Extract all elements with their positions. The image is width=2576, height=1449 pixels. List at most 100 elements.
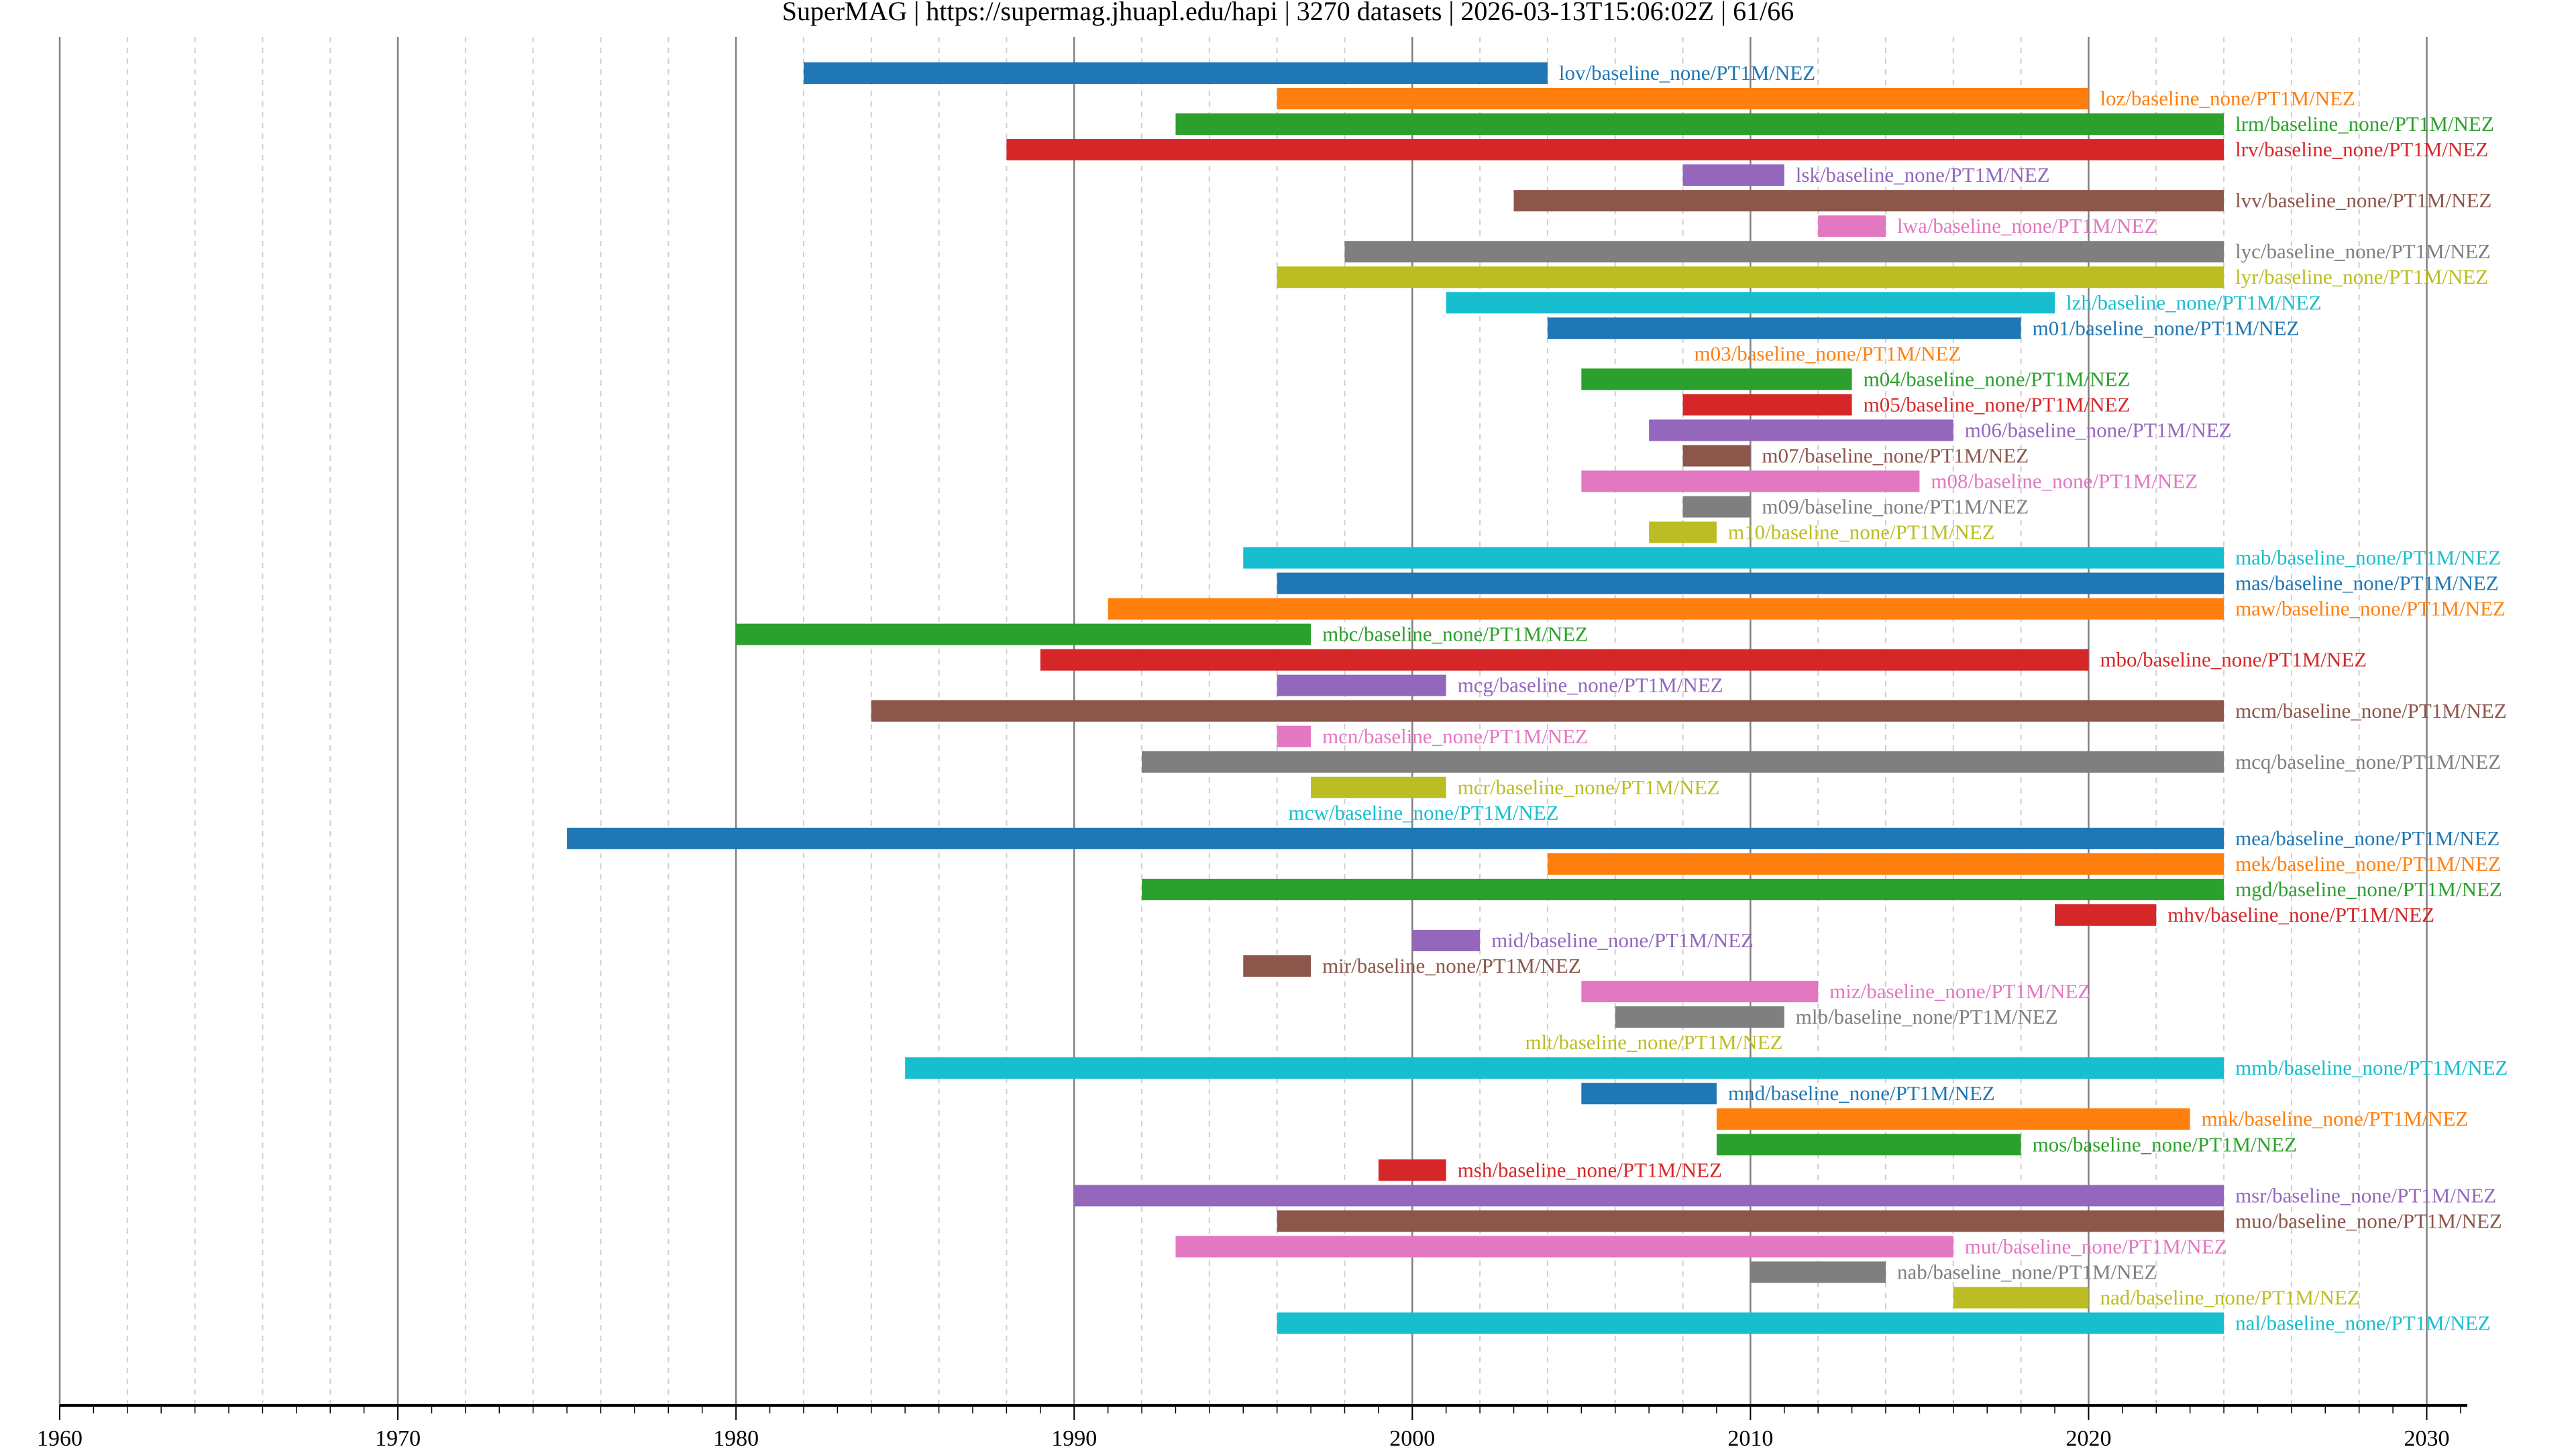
bars: lov/baseline_none/PT1M/NEZ loz/baseline_n… [567,61,2508,1334]
timeline-bar [1581,981,1819,1003]
timeline-bar [1716,1108,2190,1130]
bar-label: nab/baseline_none/PT1M/NEZ [1897,1260,2157,1283]
bar-label: lov/baseline_none/PT1M/NEZ [1559,61,1815,85]
timeline-bar [1716,1134,2021,1156]
bar-label: mek/baseline_none/PT1M/NEZ [2235,852,2501,875]
bar-label: mlt/baseline_none/PT1M/NEZ [1525,1030,1783,1054]
timeline-bar [871,700,2224,722]
bar-label: lwa/baseline_none/PT1M/NEZ [1897,214,2157,237]
bar-label: mcm/baseline_none/PT1M/NEZ [2235,699,2507,722]
bar-label: loz/baseline_none/PT1M/NEZ [2100,87,2355,110]
timeline-bar [905,1057,2224,1079]
bar-label: mea/baseline_none/PT1M/NEZ [2235,826,2500,850]
timeline-bar [1513,190,2224,212]
bar-label: mcq/baseline_none/PT1M/NEZ [2235,750,2501,773]
timeline-bar [1277,1312,2224,1334]
timeline-bar [1378,1159,1446,1181]
x-tick-label: 1960 [37,1426,83,1449]
timeline-bar [1649,521,1717,543]
timeline-bar [1175,113,2224,136]
bar-label: maw/baseline_none/PT1M/NEZ [2235,597,2506,621]
bar-label: nal/baseline_none/PT1M/NEZ [2235,1311,2491,1334]
timeline-bar [1953,1287,2089,1309]
timeline-bar [1581,470,1920,492]
bar-label: msr/baseline_none/PT1M/NEZ [2235,1183,2496,1207]
bar-label: msh/baseline_none/PT1M/NEZ [1458,1158,1722,1181]
timeline-bar [1682,394,1852,416]
bar-label: m06/baseline_none/PT1M/NEZ [1965,418,2232,441]
timeline-bar [567,827,2224,849]
bar-label: m03/baseline_none/PT1M/NEZ [1695,341,1962,365]
timeline-bar [1818,215,1886,237]
bar-label: lsk/baseline_none/PT1M/NEZ [1796,163,2050,186]
timeline-bar [1547,317,2021,339]
bar-label: mcn/baseline_none/PT1M/NEZ [1322,724,1588,748]
timeline-bar [1277,266,2224,288]
x-tick-label: 1990 [1051,1426,1097,1449]
x-tick-label: 1970 [375,1426,421,1449]
bar-label: mgd/baseline_none/PT1M/NEZ [2235,877,2502,901]
bar-label: m05/baseline_none/PT1M/NEZ [1864,392,2131,416]
bar-label: lrm/baseline_none/PT1M/NEZ [2235,112,2494,136]
timeline-bar [736,623,1311,645]
bar-label: mos/baseline_none/PT1M/NEZ [2033,1132,2297,1156]
bar-label: lrv/baseline_none/PT1M/NEZ [2235,138,2488,161]
timeline-bar [1682,164,1784,186]
bar-label: nad/baseline_none/PT1M/NEZ [2100,1285,2359,1309]
timeline-bar [1412,930,1481,952]
grid [58,37,2428,1405]
timeline-bar [1615,1006,1784,1028]
bar-label: m07/baseline_none/PT1M/NEZ [1762,443,2029,467]
timeline-bar [1142,751,2224,773]
timeline-bar [1649,419,1953,441]
timeline-bar [1277,572,2224,594]
x-tick-label: 2010 [1727,1426,1773,1449]
timeline-bar [1682,496,1751,518]
timeline-bar [1243,955,1311,977]
timeline-bar [1074,1185,2224,1207]
bar-label: m01/baseline_none/PT1M/NEZ [2033,316,2300,339]
bar-label: m10/baseline_none/PT1M/NEZ [1728,521,1995,544]
bar-label: mbc/baseline_none/PT1M/NEZ [1322,623,1588,646]
timeline-bar [2055,904,2157,926]
timeline-bar [1006,139,2224,161]
timeline-bar [1446,292,2055,314]
bar-label: m04/baseline_none/PT1M/NEZ [1864,367,2131,390]
bar-label: mnd/baseline_none/PT1M/NEZ [1728,1081,1995,1105]
timeline-bar [1277,725,1311,747]
bar-label: mut/baseline_none/PT1M/NEZ [1965,1234,2227,1258]
timeline-bar [1750,1261,1886,1283]
x-tick-label: 2000 [1389,1426,1435,1449]
timeline-bar [803,62,1548,84]
bar-label: miz/baseline_none/PT1M/NEZ [1829,979,2090,1003]
x-axis: 1960 1970 1980 1990 2000 2010 2020 2030 [37,1404,2467,1449]
timeline-bar [1142,878,2224,900]
bar-label: mmb/baseline_none/PT1M/NEZ [2235,1056,2508,1079]
timeline-bar [1277,674,1446,696]
bar-label: mnk/baseline_none/PT1M/NEZ [2202,1107,2469,1130]
timeline-bar [1581,368,1852,390]
timeline-bar [1311,776,1446,798]
bar-label: mlb/baseline_none/PT1M/NEZ [1796,1005,2058,1028]
timeline-bar [1344,241,2224,263]
bar-label: lyc/baseline_none/PT1M/NEZ [2235,239,2491,263]
bar-label: m08/baseline_none/PT1M/NEZ [1931,469,2198,492]
bar-label: mcw/baseline_none/PT1M/NEZ [1289,801,1559,824]
bar-label: mbo/baseline_none/PT1M/NEZ [2100,648,2367,672]
bar-label: mas/baseline_none/PT1M/NEZ [2235,572,2499,595]
timeline-bar [1277,88,2089,110]
timeline-bar [1682,445,1751,467]
timeline-bar [1040,649,2089,671]
bar-label: mcg/baseline_none/PT1M/NEZ [1458,674,1723,697]
timeline-bar [1108,598,2224,620]
bar-label: lzh/baseline_none/PT1M/NEZ [2066,290,2322,314]
chart-title: SuperMAG | https://supermag.jhuapl.edu/h… [782,0,1794,26]
bar-label: mir/baseline_none/PT1M/NEZ [1322,954,1581,977]
timeline-bar [1175,1236,1953,1258]
timeline-bar [1243,547,2224,569]
bar-label: lyr/baseline_none/PT1M/NEZ [2235,265,2488,288]
x-tick-label: 2020 [2065,1426,2111,1449]
bar-label: lvv/baseline_none/PT1M/NEZ [2235,189,2491,212]
bar-label: mab/baseline_none/PT1M/NEZ [2235,546,2501,570]
